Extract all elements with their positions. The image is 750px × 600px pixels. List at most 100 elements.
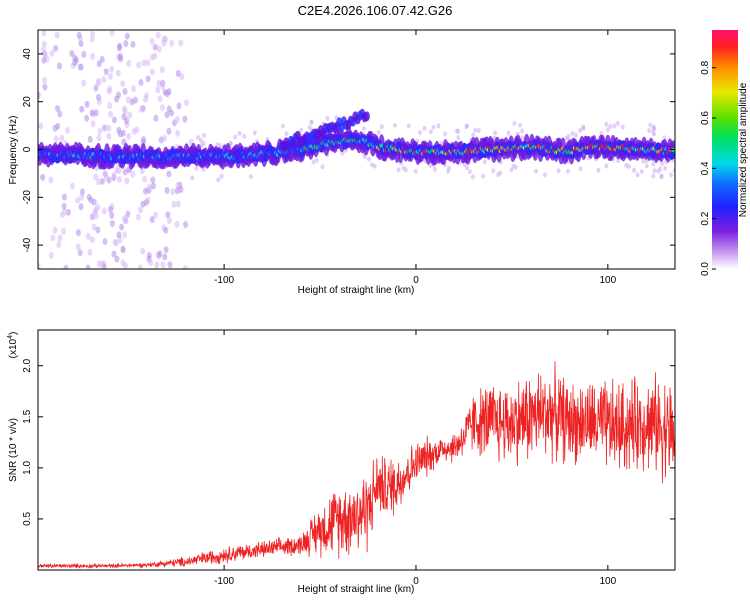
spectrogram-noise-dot xyxy=(38,262,41,269)
spectrogram-ylabel: Frequency (Hz) xyxy=(8,116,19,185)
spectrogram-noise-dot xyxy=(578,166,583,172)
spectrogram-noise-dot xyxy=(59,134,65,142)
spectrogram-noise-dot xyxy=(89,35,95,43)
spectrogram-noise-dot xyxy=(470,174,475,180)
snr-y-exponent: (x104) xyxy=(7,332,19,359)
spectrogram-noise-dot xyxy=(198,137,203,143)
spectrogram-noise-dot xyxy=(107,102,113,110)
snr-xlabel: Height of straight line (km) xyxy=(298,584,415,595)
spectrogram-noise-dot xyxy=(63,264,69,269)
spectrogram-noise-dot xyxy=(155,86,161,94)
spectrogram-noise-dot xyxy=(143,95,149,103)
spectrogram-noise-dot xyxy=(88,196,94,204)
spectrogram-noise-dot xyxy=(178,39,184,47)
spectrogram-noise-dot xyxy=(96,134,102,142)
spectrogram-noise-dot xyxy=(672,167,675,173)
spectrogram-noise-dot xyxy=(114,255,120,263)
spectrogram-noise-dot xyxy=(446,168,451,174)
spectrogram-noise-dot xyxy=(81,50,87,58)
spectrogram-noise-dot xyxy=(79,188,85,196)
spectrogram-noise-dot xyxy=(616,158,621,164)
spectrogram-noise-dot xyxy=(40,46,46,54)
spectrogram-noise-dot xyxy=(49,49,55,57)
spectrogram-noise-dot xyxy=(174,220,180,228)
spectrogram-noise-dot xyxy=(138,78,144,86)
spectrogram-noise-dot xyxy=(604,163,609,169)
spectrogram-noise-dot xyxy=(101,207,107,215)
spectrogram-noise-dot xyxy=(149,53,155,61)
spectrogram-noise-dot xyxy=(620,124,625,130)
spectrogram-noise-dot xyxy=(652,168,657,174)
spectrogram-noise-dot xyxy=(106,87,112,95)
spectrogram-noise-dot xyxy=(139,167,145,175)
spectrogram-noise-dot xyxy=(89,213,95,221)
spectrogram-noise-dot xyxy=(153,114,159,122)
spectrogram-noise-dot xyxy=(75,229,81,237)
spectrogram-noise-dot xyxy=(141,136,147,144)
spec-xtick-label: 100 xyxy=(600,275,617,286)
spectrogram-noise-dot xyxy=(109,65,115,73)
spectrogram-noise-dot xyxy=(70,182,76,190)
snr-ytick-label: 1.5 xyxy=(22,409,33,423)
snr-panel: -100 0 100 0.5 1.0 1.5 2.0 Height of straight … xyxy=(7,329,676,595)
spectrogram-noise-dot xyxy=(41,40,47,48)
spectrogram-noise-dot xyxy=(90,120,96,128)
spectrogram-noise-dot xyxy=(57,110,63,118)
snr-ytick-label: 2.0 xyxy=(22,358,33,372)
spectrogram-noise-dot xyxy=(42,83,48,91)
spectrogram-noise-dot xyxy=(56,62,62,70)
spectrogram-noise-dot xyxy=(55,122,61,130)
spectrogram-noise-dot xyxy=(138,106,144,114)
spectrogram-noise-dot xyxy=(573,132,578,138)
spectrogram-noise-dot xyxy=(392,122,397,128)
spectrogram-noise-dot xyxy=(164,111,170,119)
spectrogram-noise-dot xyxy=(565,168,570,174)
spectrogram-noise-dot xyxy=(152,211,158,219)
spectrogram-noise-dot xyxy=(92,208,98,216)
spectrogram-noise-dot xyxy=(176,102,182,110)
colorbar-ticks: 0.0 0.2 0.4 0.6 0.8 xyxy=(700,60,716,276)
spectrogram-noise-dot xyxy=(152,43,158,51)
spectrogram-noise-dot xyxy=(669,172,674,178)
spectrogram-noise-dot xyxy=(639,168,644,174)
spectrogram-noise-dot xyxy=(126,133,132,141)
spectrogram-noise-dot xyxy=(644,163,649,169)
spectrogram-noise-dot xyxy=(120,246,126,254)
spectrogram-noise-dot xyxy=(150,176,156,184)
spectrogram-noise-dot xyxy=(166,217,172,225)
spectrogram-noise-dot xyxy=(632,167,637,173)
spectrogram-noise-dot xyxy=(170,188,176,196)
spectrogram-noise-dot xyxy=(130,170,136,178)
spectrogram-noise-dot xyxy=(456,134,461,140)
spectrogram-noise-dot xyxy=(59,211,65,219)
spectrogram-noise-dot xyxy=(520,128,525,134)
spectrogram-noise-dot xyxy=(111,250,117,258)
spec-ytick-label: -20 xyxy=(22,190,33,205)
spectrogram-noise-dot xyxy=(325,116,330,122)
snr-series-line xyxy=(38,361,675,569)
spectrogram-noise-dot xyxy=(556,168,561,174)
spectrogram-noise-dot xyxy=(564,135,569,141)
spectrogram-noise-dot xyxy=(95,226,101,234)
colorbar-tick-label: 0.8 xyxy=(700,60,711,74)
spectrogram-noise-dot xyxy=(219,173,224,179)
spectrogram-noise-dot xyxy=(102,124,108,132)
spectrogram-noise-dot xyxy=(599,130,604,136)
spectrogram-noise-dot xyxy=(89,236,95,244)
spectrogram-noise-dot xyxy=(106,124,112,132)
spectrogram-noise-dot xyxy=(160,82,166,90)
spectrogram-noise-dot xyxy=(169,39,175,47)
spectrogram-noise-dot xyxy=(465,123,470,129)
spectrogram-noise-dot xyxy=(431,124,436,130)
spectrogram-noise-dot xyxy=(135,213,141,221)
spectrogram-noise-dot xyxy=(123,40,129,48)
spectrogram-noise-dot xyxy=(464,165,469,171)
spectrogram-noise-dot xyxy=(111,116,117,124)
spectrogram-noise-dot xyxy=(93,109,99,117)
spectrogram-noise-dot xyxy=(120,80,126,88)
spectrogram-noise-dot xyxy=(87,135,93,143)
spectrogram-noise-dot xyxy=(114,166,120,174)
spectrogram-noise-dot xyxy=(116,126,122,134)
spectrogram-noise-dot xyxy=(53,135,59,143)
spectrogram-noise-dot xyxy=(215,142,220,148)
